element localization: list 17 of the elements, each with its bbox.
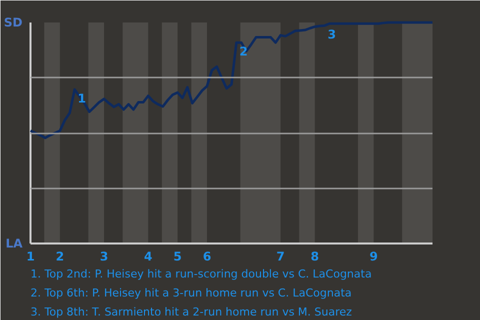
annotation: 1 [78, 91, 86, 106]
text: LA [6, 236, 24, 250]
x-tick-label: 6 [202, 250, 212, 264]
x-tick-label: 2 [56, 250, 64, 264]
text: 2. Top 6th: P. Heisey hit a 3-run home run vs C. LaCognata [30, 286, 352, 300]
x-tick-label: 8 [310, 250, 320, 264]
x-tick-label: 4 [144, 250, 152, 264]
text: 3. Top 8th: T. Sarmiento hit a 2-run home run vs M. Suarez [30, 306, 352, 318]
x-tick-label: 7 [276, 250, 285, 264]
annotation: 2 [239, 44, 248, 59]
x-tick-label: 9 [369, 250, 378, 264]
x-tick-label: 1 [26, 250, 35, 264]
x-tick-label: 3 [100, 250, 108, 264]
x-tick-label: 5 [173, 250, 182, 264]
text: 1. Top 2nd: P. Heisey hit a run-scoring double vs C. LaCognata [30, 268, 372, 280]
text: SD [4, 16, 23, 30]
annotation: 3 [328, 28, 336, 42]
